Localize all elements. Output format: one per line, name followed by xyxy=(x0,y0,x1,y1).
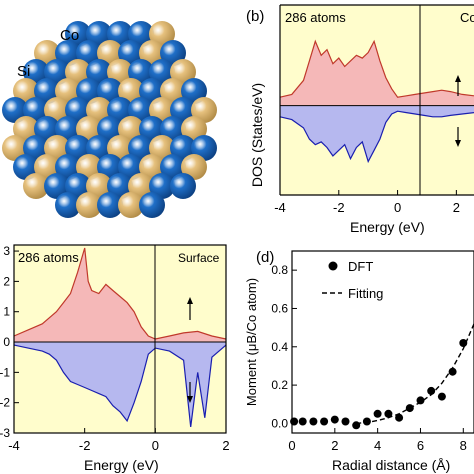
spin-up-area xyxy=(280,41,474,106)
dft-point xyxy=(448,367,457,376)
dft-point xyxy=(330,415,339,424)
dft-point xyxy=(437,392,446,401)
dft-point xyxy=(362,417,371,426)
dft-point xyxy=(298,417,307,426)
panel-d-ylabel: Moment (μB/Co atom) xyxy=(244,278,259,406)
panel-b-ylabel: DOS (States/eV) xyxy=(249,83,265,187)
co-atom xyxy=(170,173,196,199)
panel-c-annotation: 286 atoms xyxy=(18,250,79,265)
xtick-label: 0 xyxy=(288,438,295,453)
spin-down-area xyxy=(14,342,226,427)
xtick-label: -4 xyxy=(274,200,286,215)
co-atom xyxy=(139,192,165,218)
ytick-label: 3 xyxy=(3,244,10,258)
xtick-label: 2 xyxy=(331,438,338,453)
ytick-label: 2 xyxy=(3,274,10,288)
ytick-label: -3 xyxy=(0,426,10,440)
xtick-label: 2 xyxy=(222,438,229,453)
xtick-label: 0 xyxy=(152,438,159,453)
panel-b-label: (b) xyxy=(246,8,264,25)
legend-fit-label: Fitting xyxy=(348,286,383,301)
dft-point xyxy=(373,409,382,418)
xtick-label: -4 xyxy=(8,438,20,453)
co-atom-label: Co xyxy=(60,27,79,44)
xtick-label: 0 xyxy=(394,200,401,215)
xtick-label: -2 xyxy=(79,438,91,453)
dft-point xyxy=(341,417,350,426)
dft-point xyxy=(352,421,361,430)
dft-point xyxy=(405,404,414,413)
panel-c: -4 -2 0 2 3 2 1 0 -1 -2 -3 286 atoms Surface Energ… xyxy=(0,244,230,473)
panel-d-xlabel: Radial distance (Å) xyxy=(332,457,450,473)
panel-c-plot xyxy=(13,247,227,427)
panel-c-region-label: Surface xyxy=(178,251,220,265)
co-atom xyxy=(44,173,70,199)
ytick-label: 0.4 xyxy=(271,340,288,354)
xtick-label: 2 xyxy=(453,200,460,215)
panel-b-arrows xyxy=(455,75,461,147)
spin-up-area xyxy=(14,248,226,343)
ytick-label: 0.8 xyxy=(271,263,288,277)
panel-a: Co Si xyxy=(2,21,217,218)
panel-d-ticks: 0 2 4 6 8 0.8 0.6 0.4 0.2 0.0 xyxy=(271,263,467,453)
dft-point xyxy=(320,417,329,426)
dft-point xyxy=(309,417,318,426)
dft-point xyxy=(459,339,468,347)
legend-dft-marker xyxy=(328,261,338,271)
co-atom xyxy=(2,97,28,123)
si-atom xyxy=(76,192,102,218)
ytick-label: 0.6 xyxy=(271,301,288,315)
ytick-label: 0 xyxy=(3,335,10,349)
panel-d-label: (d) xyxy=(256,249,274,266)
panel-c-arrows xyxy=(187,297,193,403)
panel-b-xticks: -4 -2 0 2 xyxy=(274,190,460,215)
ytick-label: -2 xyxy=(0,396,10,410)
dft-point xyxy=(416,396,425,405)
si-atom xyxy=(181,154,207,180)
ytick-label: 0.0 xyxy=(271,416,288,430)
panel-b-xlabel: Energy (eV) xyxy=(350,219,425,235)
dft-point xyxy=(384,409,393,418)
legend-dft-label: DFT xyxy=(348,259,373,274)
dft-point xyxy=(395,413,404,422)
xtick-label: 8 xyxy=(460,438,467,453)
spin-down-line xyxy=(13,344,227,427)
spin-down-line xyxy=(279,110,474,164)
panel-c-ticks: -4 -2 0 2 3 2 1 0 -1 -2 -3 xyxy=(0,244,230,453)
cluster-spheres xyxy=(2,21,217,218)
panel-d-plot xyxy=(290,323,474,430)
panel-d: 0 2 4 6 8 0.8 0.6 0.4 0.2 0.0 (d) Radial distance… xyxy=(244,249,474,473)
panel-d-legend: DFT Fitting xyxy=(322,259,383,301)
co-atom xyxy=(97,192,123,218)
panel-b-region-label: Co xyxy=(460,10,474,25)
ytick-label: -1 xyxy=(0,365,10,379)
si-atom xyxy=(23,173,49,199)
si-atom-label: Si xyxy=(17,63,30,80)
dft-point xyxy=(290,417,299,426)
panel-c-xlabel: Energy (eV) xyxy=(84,457,159,473)
co-atom xyxy=(55,192,81,218)
dft-point xyxy=(427,386,436,395)
ytick-label: 0.2 xyxy=(271,378,288,392)
xtick-label: 4 xyxy=(374,438,381,453)
si-atom xyxy=(2,135,28,161)
spin-down-area xyxy=(280,105,474,162)
panel-b: -4 -2 0 2 (b) 286 atoms Co Energy (eV) DOS … xyxy=(246,4,474,235)
xtick-label: -2 xyxy=(333,200,345,215)
xtick-label: 6 xyxy=(417,438,424,453)
fitting-line xyxy=(356,323,474,425)
spin-up-line xyxy=(13,247,227,340)
si-atom xyxy=(118,192,144,218)
panel-b-annotation: 286 atoms xyxy=(285,10,346,25)
ytick-label: 1 xyxy=(3,305,10,319)
panel-b-plot xyxy=(279,39,474,164)
spin-up-line xyxy=(279,39,474,98)
